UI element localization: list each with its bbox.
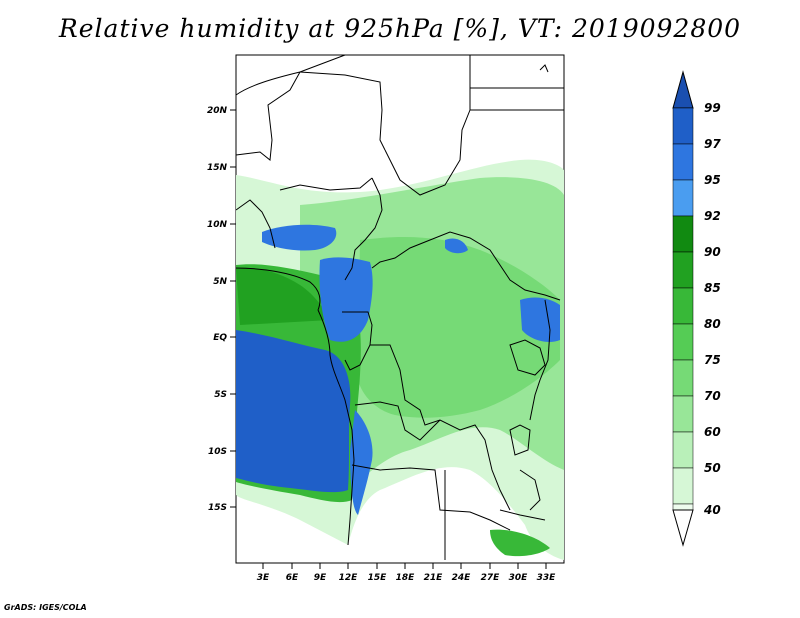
colorbar-swatch-97 [672, 143, 694, 181]
map-title: Relative humidity at 925hPa [%], VT: 201… [58, 14, 742, 43]
lon-label-33e: 33E [537, 573, 557, 583]
colorbar-label-80: 80 [704, 317, 721, 331]
lon-label-21e: 21E [424, 573, 444, 583]
colorbar-label-40: 40 [703, 503, 721, 517]
colorbar-label-95: 95 [704, 173, 721, 187]
colorbar-label-85: 85 [704, 281, 721, 295]
colorbar: 99 97 95 92 90 85 80 75 70 60 50 40 [672, 70, 721, 547]
lat-label-10n: 10N [207, 220, 228, 230]
lat-ticks: 20N 15N 10N 5N EQ 5S 10S 15S [207, 106, 236, 513]
colorbar-swatch-70 [672, 395, 694, 433]
map-panel: 20N 15N 10N 5N EQ 5S 10S 15S 3E 6E 9E 12… [207, 54, 565, 583]
lat-label-15s: 15S [208, 503, 227, 513]
colorbar-swatch-85 [672, 287, 694, 325]
colorbar-swatch-99 [672, 107, 694, 145]
lon-ticks: 3E 6E 9E 12E 15E 18E 21E 24E 27E 30E 33E [257, 563, 556, 583]
borders [235, 54, 564, 560]
lon-label-3e: 3E [257, 573, 270, 583]
colorbar-top-arrow [672, 70, 694, 109]
colorbar-label-75: 75 [704, 353, 721, 367]
humidity-field [236, 159, 564, 561]
colorbar-label-60: 60 [704, 425, 721, 439]
lat-label-10s: 10S [208, 447, 227, 457]
colorbar-swatch-92 [672, 215, 694, 253]
colorbar-label-92: 92 [704, 209, 721, 223]
lon-label-24e: 24E [452, 573, 472, 583]
lon-label-6e: 6E [286, 573, 299, 583]
colorbar-label-97: 97 [704, 137, 721, 151]
credit-text: GrADS: IGES/COLA [4, 603, 87, 612]
colorbar-swatch-60 [672, 431, 694, 469]
lon-label-12e: 12E [339, 573, 359, 583]
lon-label-18e: 18E [396, 573, 416, 583]
lat-label-15n: 15N [207, 163, 228, 173]
lon-label-9e: 9E [314, 573, 327, 583]
colorbar-swatch-40 [672, 503, 694, 511]
lon-label-30e: 30E [509, 573, 529, 583]
colorbar-swatch-80 [672, 323, 694, 361]
colorbar-label-99: 99 [704, 101, 721, 115]
lat-label-5n: 5N [213, 277, 227, 287]
lon-label-27e: 27E [481, 573, 501, 583]
lat-label-5s: 5S [214, 390, 227, 400]
lat-label-20n: 20N [207, 106, 228, 116]
colorbar-swatch-90 [672, 251, 694, 289]
colorbar-swatch-95 [672, 179, 694, 217]
colorbar-label-50: 50 [704, 461, 721, 475]
colorbar-label-70: 70 [704, 389, 721, 403]
colorbar-bottom-arrow [672, 509, 694, 547]
colorbar-label-90: 90 [704, 245, 721, 259]
colorbar-swatch-50 [672, 467, 694, 505]
colorbar-swatch-75 [672, 359, 694, 397]
lon-label-15e: 15E [368, 573, 388, 583]
lat-label-eq: EQ [213, 333, 227, 343]
